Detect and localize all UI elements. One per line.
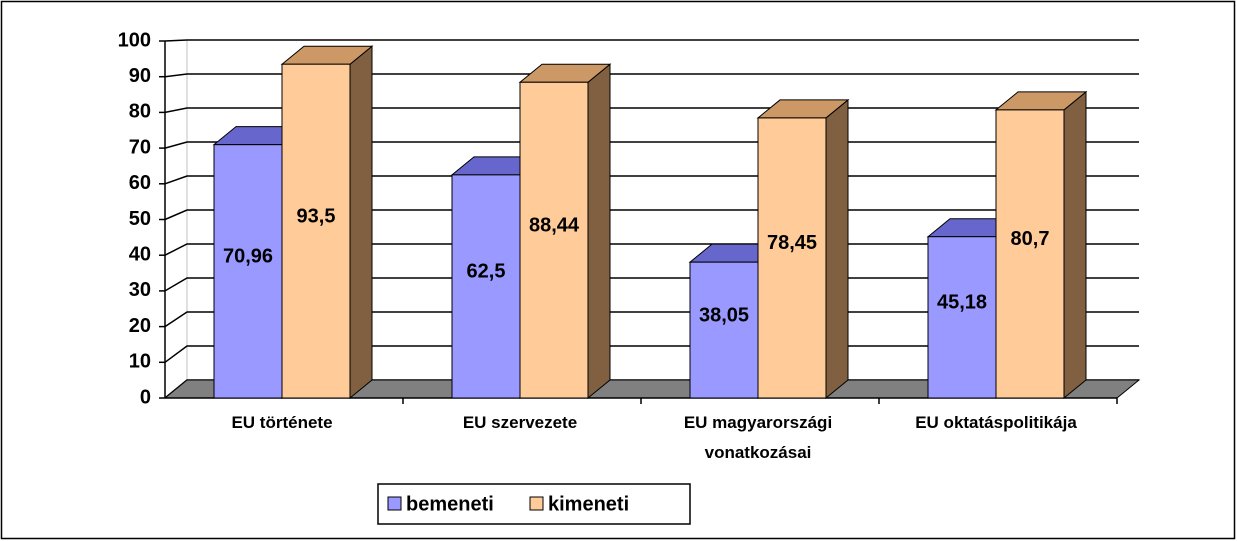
legend: bemeneti kimeneti bbox=[377, 483, 691, 525]
legend-label: bemeneti bbox=[406, 493, 494, 515]
x-label-box: EU története bbox=[231, 413, 333, 432]
bar-front bbox=[757, 117, 827, 399]
legend-swatch bbox=[529, 496, 544, 511]
data-label: 45,18 bbox=[937, 292, 987, 314]
bar-front bbox=[519, 81, 589, 399]
data-label: 78,45 bbox=[767, 232, 817, 254]
y-tick-label: 100 bbox=[118, 29, 151, 51]
bar-side bbox=[587, 63, 611, 400]
y-tick-label: 80 bbox=[129, 101, 151, 123]
data-label: 38,05 bbox=[699, 304, 749, 326]
y-tick-label: 90 bbox=[129, 65, 151, 87]
grid-line bbox=[164, 39, 1139, 42]
x-tick-label: EU oktatáspolitikája bbox=[915, 413, 1077, 432]
data-label: 70,96 bbox=[223, 246, 273, 268]
x-tick-label: EU története bbox=[231, 413, 333, 432]
bar-front bbox=[995, 109, 1065, 399]
bar bbox=[518, 63, 612, 400]
x-label-box: EU oktatáspolitikája bbox=[915, 413, 1077, 432]
bar bbox=[756, 98, 850, 400]
legend-swatch bbox=[387, 496, 402, 511]
bar-side bbox=[1063, 90, 1087, 400]
data-label: 62,5 bbox=[467, 261, 506, 283]
bar-front bbox=[281, 63, 351, 399]
bar-side bbox=[825, 98, 849, 400]
y-tick-label: 50 bbox=[129, 208, 151, 230]
x-label-box: EU szervezete bbox=[462, 413, 578, 432]
x-tick-label: EU magyarországi vonatkozásai bbox=[683, 413, 833, 462]
x-label-box: EU magyarországi vonatkozásai bbox=[683, 413, 833, 462]
y-tick-label: 20 bbox=[129, 315, 151, 337]
bar-front bbox=[451, 174, 521, 399]
bar-front bbox=[213, 144, 283, 399]
bar bbox=[994, 90, 1088, 400]
side-wall bbox=[164, 39, 188, 400]
bar-side bbox=[349, 45, 373, 400]
bar-front bbox=[689, 261, 759, 399]
y-tick-label: 70 bbox=[129, 136, 151, 158]
y-tick-label: 60 bbox=[129, 172, 151, 194]
data-label: 88,44 bbox=[529, 214, 580, 236]
x-tick-label: EU szervezete bbox=[462, 413, 578, 432]
legend-label: kimeneti bbox=[548, 493, 629, 515]
data-label: 80,7 bbox=[1011, 228, 1050, 250]
bar-front bbox=[927, 236, 997, 399]
bar bbox=[280, 45, 374, 400]
y-tick-label: 30 bbox=[129, 279, 151, 301]
y-tick-label: 10 bbox=[129, 351, 151, 373]
data-label: 93,5 bbox=[297, 205, 336, 227]
grid-line bbox=[164, 73, 1139, 78]
y-tick-label: 0 bbox=[140, 386, 151, 408]
y-tick-label: 40 bbox=[129, 243, 151, 265]
